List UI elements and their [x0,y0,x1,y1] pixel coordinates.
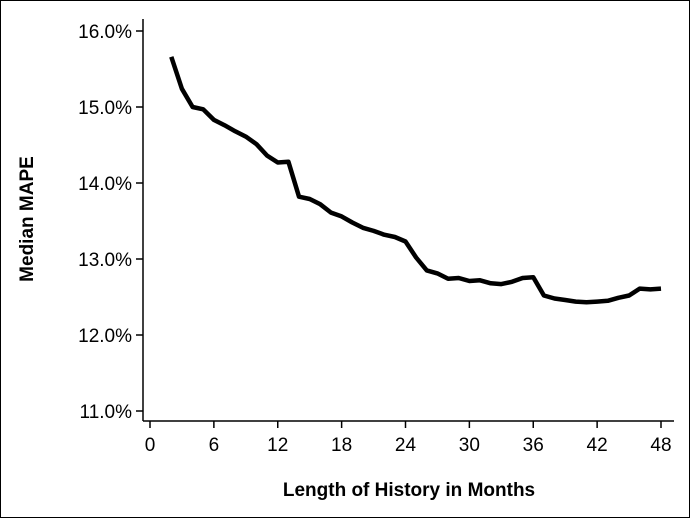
y-tick-label: 14.0% [78,174,132,195]
x-tick-label: 0 [145,435,156,456]
x-tick-label: 18 [331,435,352,456]
x-axis-title: Length of History in Months [283,480,535,501]
x-tick-label: 12 [267,435,288,456]
y-tick-label: 15.0% [78,98,132,119]
x-tick-label: 42 [587,435,608,456]
y-tick-label: 11.0% [80,402,133,423]
y-tick-label: 12.0% [78,326,132,347]
x-axis-ticks: 0 6 12 18 24 30 36 42 48 [145,421,672,456]
x-tick-label: 24 [395,435,417,456]
x-tick-label: 36 [523,435,544,456]
x-tick-label: 48 [650,435,671,456]
series-line [169,56,662,305]
x-tick-label: 6 [209,435,220,456]
y-axis-title: Median MAPE [17,156,38,282]
x-tick-label: 30 [459,435,480,456]
y-tick-label: 13.0% [78,250,132,271]
y-axis-ticks: 16.0% 15.0% 14.0% 13.0% 12.0% 11.0% [78,22,143,423]
y-tick-label: 16.0% [78,22,132,43]
